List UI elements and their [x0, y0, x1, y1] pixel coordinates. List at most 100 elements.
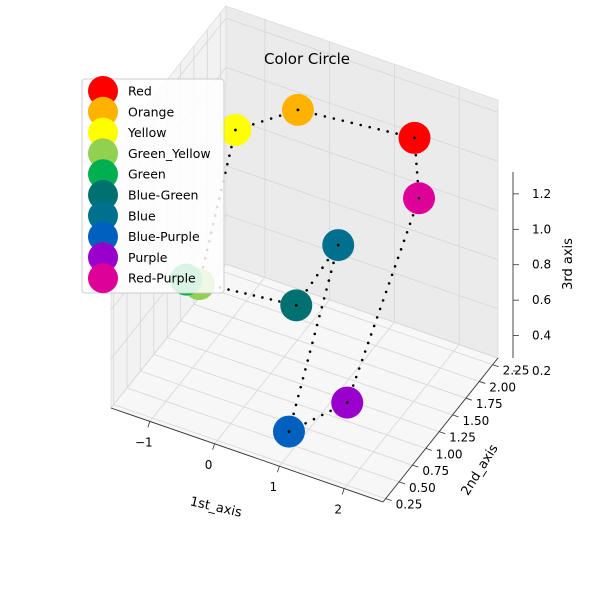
trajectory-dot: [411, 213, 415, 217]
legend-marker: [88, 180, 118, 210]
trajectory-dot: [314, 112, 318, 116]
z-tick-label: 0.4: [532, 329, 551, 343]
x-tick: [341, 488, 345, 495]
trajectory-dot: [415, 171, 419, 174]
trajectory-dot: [244, 292, 247, 295]
y-tick: [425, 448, 432, 451]
z-tick-label: 0.2: [532, 364, 551, 378]
z-axis-label: 3rd axis: [561, 238, 576, 290]
trajectory-dot: [269, 117, 273, 120]
x-axis-label: 1st_axis: [188, 494, 243, 521]
trajectory-dot: [390, 273, 394, 277]
trajectory-dot: [292, 412, 295, 416]
trajectory-dot: [294, 403, 298, 407]
trajectory-dot: [384, 290, 388, 294]
marker-center-dot: [345, 401, 349, 404]
trajectory-dot: [310, 281, 314, 285]
y-tick: [465, 397, 473, 401]
y-axis-line: [382, 357, 499, 503]
y-tick: [452, 414, 459, 418]
trajectory-dot: [360, 358, 364, 362]
trajectory-dot: [261, 296, 264, 299]
trajectory-dot: [329, 270, 333, 274]
legend-marker: [88, 242, 118, 273]
y-tick-label: 0.50: [409, 481, 436, 495]
legend-label: Yellow: [127, 125, 166, 140]
grid-line: [225, 263, 499, 359]
chart-title: Color Circle: [264, 50, 350, 68]
trajectory-dot: [368, 125, 371, 129]
grid-line: [225, 165, 499, 261]
y-tick-label: 0.25: [396, 498, 423, 512]
trajectory-dot: [386, 130, 389, 133]
trajectory-dot: [395, 132, 398, 135]
grid-line: [225, 116, 499, 211]
trajectory-dot: [315, 273, 319, 277]
legend-label: Blue-Green: [128, 188, 198, 203]
marker-center-dot: [287, 430, 291, 433]
trajectory-dot: [260, 120, 264, 123]
y-tick-label: 1.50: [463, 414, 490, 428]
trajectory-dot: [327, 279, 331, 282]
y-tick-label: 1.75: [476, 397, 503, 411]
legend-label: Green_Yellow: [128, 146, 211, 161]
trajectory-dot: [408, 222, 412, 226]
trajectory-dot: [369, 333, 373, 336]
x-tick: [212, 443, 215, 450]
grid-line: [167, 337, 440, 433]
trajectory-dot: [322, 297, 326, 300]
grid-line: [140, 370, 413, 466]
trajectory-dot: [415, 162, 418, 166]
trajectory-dot: [313, 332, 317, 336]
z-tick-label: 1.2: [532, 187, 551, 201]
z-tick-label: 0.8: [532, 258, 551, 272]
trajectory-dot: [235, 290, 239, 293]
legend-label: Blue: [128, 208, 156, 223]
x-tick-label: 2: [334, 503, 342, 517]
marker-center-dot: [417, 196, 421, 200]
legend-label: Orange: [128, 104, 174, 119]
legend-marker: [88, 138, 118, 169]
trajectory-dot: [354, 375, 358, 379]
legend-marker: [88, 76, 118, 106]
grid-line: [180, 320, 453, 416]
trajectory-dot: [304, 368, 307, 371]
trajectory-dot: [278, 114, 282, 117]
trajectory-dot: [359, 123, 363, 127]
trajectory-dot: [315, 323, 319, 327]
trajectory-dot: [228, 154, 231, 157]
trajectory-dot: [393, 265, 397, 268]
trajectory-dot: [377, 128, 380, 131]
trajectory-dot: [323, 115, 327, 118]
legend: Red Orange Yellow Green_Yellow Green Blue-Gre…: [81, 76, 225, 294]
trajectory-dot: [312, 417, 316, 421]
trajectory-dot: [299, 385, 302, 389]
y-tick-label: 1.00: [436, 447, 463, 461]
trajectory-dot: [372, 324, 376, 328]
legend-label: Purple: [128, 250, 168, 265]
x-tick: [147, 421, 151, 428]
trajectory-dot: [402, 239, 406, 243]
trajectory-dot: [278, 300, 281, 303]
grid-line: [149, 277, 266, 422]
grid-line: [214, 299, 330, 445]
grid-line: [225, 67, 499, 162]
x-tick-label: −1: [135, 435, 153, 449]
trajectory-dot: [306, 359, 310, 362]
trajectory-dot: [378, 307, 382, 311]
trajectory-dot: [230, 145, 233, 149]
trajectory-dot: [226, 162, 229, 166]
trajectory-dot: [311, 341, 314, 345]
marker-center-dot: [413, 136, 416, 140]
z-tick-label: 0.6: [532, 293, 551, 307]
trajectory-dot: [329, 409, 332, 413]
grid-line: [220, 270, 493, 366]
trajectory-dot: [326, 258, 330, 262]
trajectory-dot: [320, 413, 324, 417]
trajectory-dot: [357, 367, 361, 370]
legend-label: Red-Purple: [128, 271, 196, 286]
trajectory-dot: [325, 288, 328, 291]
trajectory-dot: [399, 248, 403, 251]
legend-marker: [88, 159, 118, 190]
